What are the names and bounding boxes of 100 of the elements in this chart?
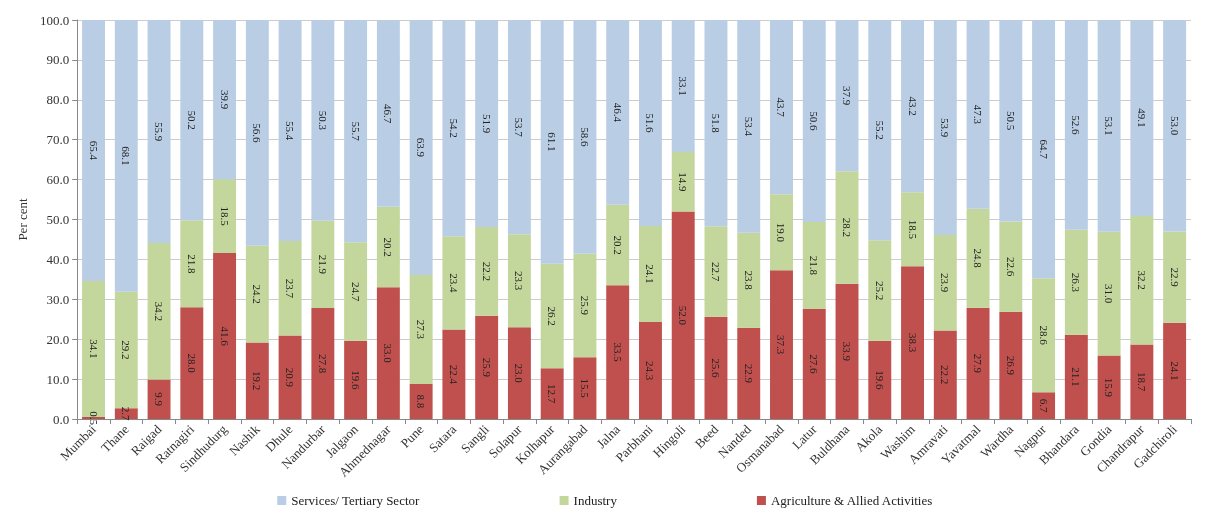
bar xyxy=(671,211,695,419)
bar xyxy=(344,242,368,341)
data-label: 31.0 xyxy=(1103,284,1116,304)
data-label: 27.8 xyxy=(316,353,329,374)
bar xyxy=(704,316,728,419)
bar xyxy=(278,335,302,419)
bar xyxy=(737,232,761,328)
bar xyxy=(376,206,400,288)
data-label: 28.2 xyxy=(841,217,854,238)
bar xyxy=(868,240,892,341)
data-label: 15.9 xyxy=(1103,377,1116,398)
y-tick-label: 100.0 xyxy=(39,12,70,28)
bar xyxy=(409,20,433,275)
bar xyxy=(1032,278,1056,393)
data-label: 9.9 xyxy=(153,392,166,407)
data-label: 22.7 xyxy=(709,261,722,282)
bar xyxy=(704,20,728,227)
data-label: 21.8 xyxy=(185,254,198,274)
data-label: 25.9 xyxy=(480,357,493,378)
data-label: 25.9 xyxy=(578,295,591,316)
data-label: 61.1 xyxy=(546,132,559,152)
bar xyxy=(180,307,204,419)
bar xyxy=(802,308,826,419)
bar xyxy=(442,329,466,419)
data-label: 19.6 xyxy=(349,370,362,391)
y-tick-label: 50.0 xyxy=(46,212,70,227)
bar xyxy=(507,327,531,419)
bar xyxy=(475,227,499,316)
bar xyxy=(1130,20,1154,216)
data-label: 53.4 xyxy=(742,116,755,137)
bar xyxy=(737,20,761,233)
data-label: 55.4 xyxy=(284,120,297,141)
data-label: 50.5 xyxy=(1004,111,1017,131)
bar xyxy=(507,20,531,235)
bar xyxy=(671,152,695,212)
data-label: 14.9 xyxy=(677,172,690,192)
bar xyxy=(671,20,695,153)
bar xyxy=(1130,215,1154,345)
data-label: 33.1 xyxy=(677,76,690,96)
bar xyxy=(180,20,204,221)
bar xyxy=(213,20,237,180)
data-label: 23.8 xyxy=(742,270,755,291)
data-label: 53.7 xyxy=(513,117,526,138)
data-label: 43.7 xyxy=(775,97,788,118)
bar xyxy=(933,235,957,331)
bar xyxy=(278,20,302,242)
bar xyxy=(802,221,826,309)
data-label: 43.2 xyxy=(906,96,919,116)
bar xyxy=(1032,392,1056,419)
bar xyxy=(573,357,597,419)
data-label: 24.2 xyxy=(251,284,264,304)
bar xyxy=(999,311,1023,419)
bar xyxy=(540,20,564,264)
y-tick-label: 10.0 xyxy=(46,371,70,387)
data-label: 65.4 xyxy=(87,140,100,161)
bar xyxy=(147,20,171,244)
bar xyxy=(147,243,171,380)
bar xyxy=(737,327,761,419)
data-label: 63.9 xyxy=(415,137,428,158)
bar xyxy=(213,253,237,419)
data-label: 15.5 xyxy=(578,378,591,399)
data-label: 55.9 xyxy=(153,121,166,142)
data-label: 55.2 xyxy=(873,120,886,140)
bar xyxy=(901,266,924,419)
data-label: 23.9 xyxy=(939,273,952,293)
bar xyxy=(638,20,662,226)
legend-label: Industry xyxy=(573,493,618,508)
data-label: 26.9 xyxy=(1004,355,1017,376)
bar xyxy=(868,20,892,241)
data-label: 55.7 xyxy=(349,121,362,142)
data-label: 22.2 xyxy=(480,261,493,281)
data-label: 27.3 xyxy=(415,319,428,340)
bar xyxy=(704,226,728,317)
data-label: 22.2 xyxy=(939,365,952,385)
data-label: 49.1 xyxy=(1135,108,1148,128)
data-label: 53.1 xyxy=(1103,116,1116,136)
bar xyxy=(966,307,990,419)
data-label: 6.7 xyxy=(1037,398,1050,414)
data-label: 23.4 xyxy=(447,273,460,294)
bar xyxy=(82,20,105,281)
bar xyxy=(245,20,269,246)
data-label: 23.7 xyxy=(284,278,297,299)
bar xyxy=(770,194,793,271)
data-label: 58.6 xyxy=(578,127,591,148)
data-label: 22.9 xyxy=(1168,267,1181,288)
data-label: 28.0 xyxy=(185,353,198,374)
bar xyxy=(507,234,531,328)
data-label: 46.4 xyxy=(611,102,624,123)
bar xyxy=(442,20,466,237)
bar xyxy=(835,283,859,419)
bar xyxy=(1064,229,1088,335)
legend-label: Agriculture & Allied Activities xyxy=(770,493,933,508)
data-label: 25.2 xyxy=(873,280,886,301)
data-label: 18.5 xyxy=(906,219,919,240)
bar xyxy=(475,20,499,228)
bar xyxy=(376,20,400,207)
data-label: 22.4 xyxy=(447,364,460,385)
bar xyxy=(540,368,564,419)
y-tick-label: 70.0 xyxy=(46,132,70,148)
bar xyxy=(638,225,662,323)
